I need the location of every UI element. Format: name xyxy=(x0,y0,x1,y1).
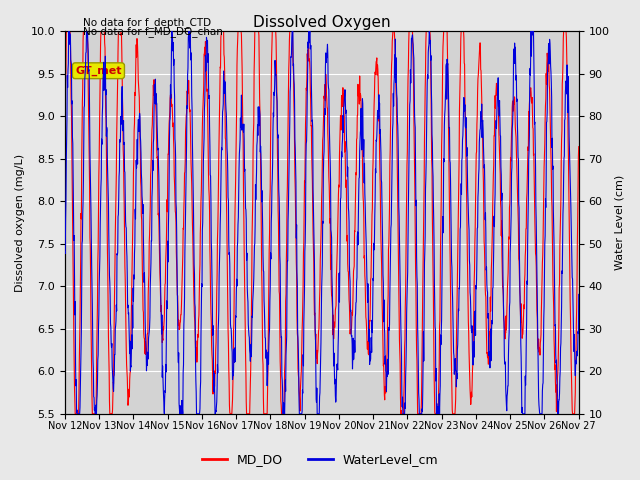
Legend: MD_DO, WaterLevel_cm: MD_DO, WaterLevel_cm xyxy=(196,448,444,471)
Title: Dissolved Oxygen: Dissolved Oxygen xyxy=(253,15,390,30)
Text: GT_met: GT_met xyxy=(75,66,122,76)
Y-axis label: Water Level (cm): Water Level (cm) xyxy=(615,175,625,270)
Y-axis label: Dissolved oxygen (mg/L): Dissolved oxygen (mg/L) xyxy=(15,154,25,291)
Text: No data for f_depth_CTD: No data for f_depth_CTD xyxy=(83,17,211,28)
Text: No data for f_MD_DO_chan: No data for f_MD_DO_chan xyxy=(83,26,223,37)
